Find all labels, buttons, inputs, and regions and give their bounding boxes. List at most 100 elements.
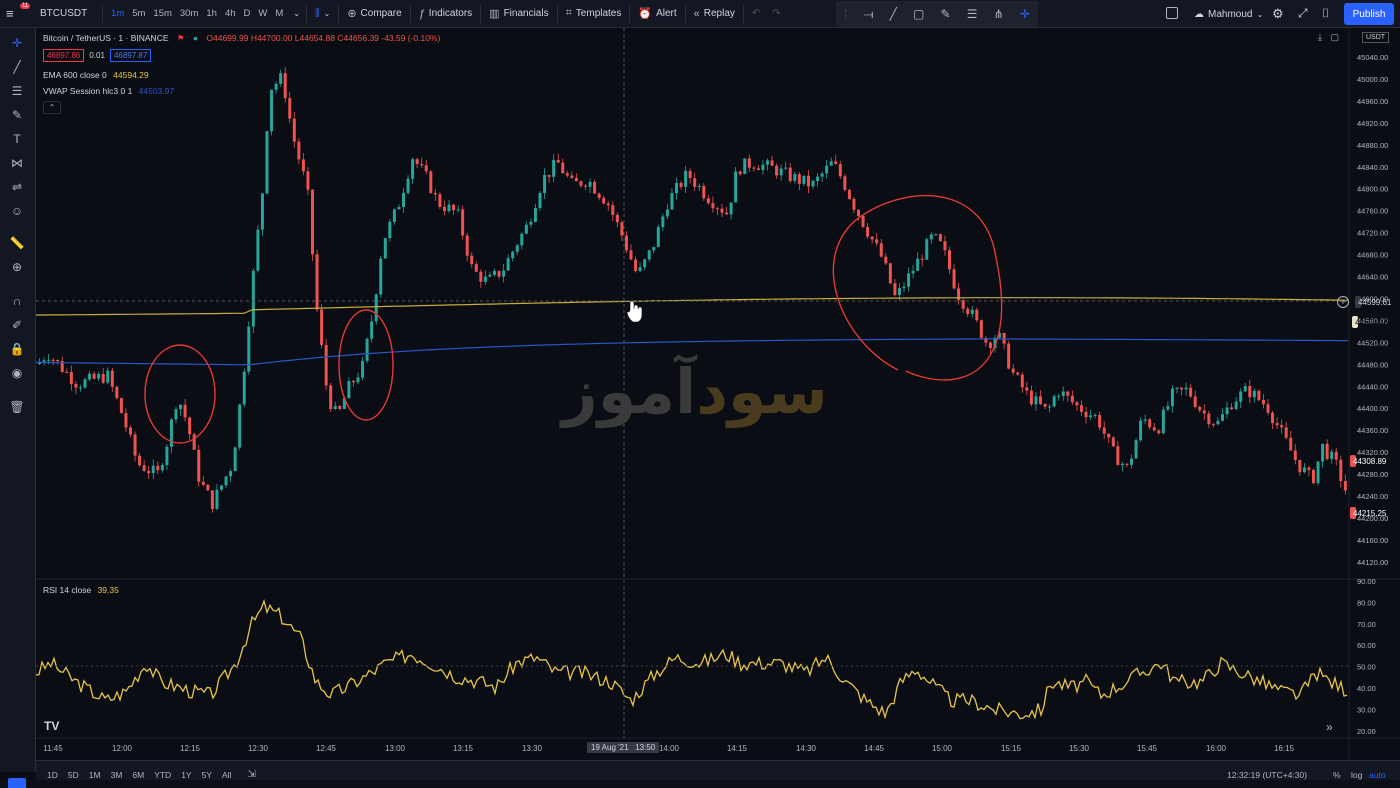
candle-body bbox=[288, 98, 292, 119]
chart-area[interactable]: 45040.00 45000.00 44960.00 44920.00 44880.00… bbox=[36, 28, 1400, 760]
replay-button[interactable]: «Replay bbox=[688, 0, 741, 28]
undo-button[interactable]: ↶ bbox=[746, 0, 766, 28]
timeframe-30m[interactable]: 30m bbox=[179, 8, 199, 19]
layout-toggle[interactable] bbox=[1166, 7, 1178, 19]
eye-icon[interactable]: ◉ bbox=[11, 366, 23, 380]
range-3M[interactable]: 3M bbox=[110, 769, 123, 780]
timeframe-5m[interactable]: 5m bbox=[132, 8, 146, 19]
chevron-down-icon[interactable]: ⌄ bbox=[293, 9, 300, 18]
divider bbox=[102, 4, 103, 23]
timeframe-1m[interactable]: 1m bbox=[111, 8, 125, 19]
timeframe-4h[interactable]: 4h bbox=[224, 8, 236, 19]
candle-body bbox=[1089, 415, 1093, 418]
rsi-legend[interactable]: RSI 14 close 39.35 bbox=[43, 585, 119, 595]
candle-body bbox=[1298, 459, 1302, 473]
rectangle-icon[interactable]: ▢ bbox=[913, 7, 925, 21]
magnet-icon[interactable]: ∩ bbox=[12, 294, 22, 308]
sidebar-toggle-icon[interactable] bbox=[8, 778, 26, 788]
candle-body bbox=[56, 359, 60, 362]
candle-body bbox=[506, 258, 510, 271]
price-tick-label: 44240.00 bbox=[1357, 492, 1388, 501]
download-icon[interactable]: ⤓ bbox=[1318, 32, 1322, 42]
candle-body bbox=[1343, 481, 1347, 491]
range-5D[interactable]: 5D bbox=[67, 769, 79, 780]
scroll-right-icon[interactable]: » bbox=[1326, 720, 1333, 734]
range-6M[interactable]: 6M bbox=[132, 769, 145, 780]
range-All[interactable]: All bbox=[222, 769, 232, 780]
brush-icon[interactable]: ✎ bbox=[940, 7, 951, 21]
trend-line-icon[interactable]: ╱ bbox=[889, 7, 897, 21]
trash-icon[interactable]: 🗑 bbox=[9, 400, 25, 414]
range-1D[interactable]: 1D bbox=[47, 769, 58, 780]
candle-body bbox=[629, 250, 633, 260]
candle-body bbox=[1198, 406, 1202, 411]
price-tick-label: 44960.00 bbox=[1357, 97, 1388, 106]
maximize-icon[interactable]: ▢ bbox=[1330, 32, 1340, 42]
lock-icon[interactable]: 🔒 bbox=[9, 342, 25, 356]
candle-body bbox=[1107, 433, 1111, 438]
vwap-legend[interactable]: VWAP Session hlc3 0 1 44503.97 bbox=[43, 86, 174, 96]
percent-toggle[interactable]: % bbox=[1333, 769, 1341, 780]
stay-drawing-icon[interactable]: ✐ bbox=[11, 318, 23, 332]
ema-legend[interactable]: EMA 600 close 0 44594.29 bbox=[43, 70, 149, 80]
candle-body bbox=[483, 276, 487, 282]
buy-button[interactable]: 46897.87 bbox=[109, 49, 152, 62]
log-toggle[interactable]: log bbox=[1351, 769, 1363, 780]
emoji-tool-icon[interactable]: ☺ bbox=[10, 204, 24, 218]
trend-line-tool-icon[interactable]: ╱ bbox=[13, 60, 21, 74]
date-range-icon[interactable]: ⇲ bbox=[247, 769, 256, 780]
camera-icon[interactable]: ⌷ bbox=[1322, 6, 1330, 20]
range-1M[interactable]: 1M bbox=[88, 769, 101, 780]
crosshair-tool-icon[interactable]: ✛ bbox=[11, 36, 23, 50]
sell-button[interactable]: 46897.86 bbox=[43, 49, 85, 62]
timeframe-W[interactable]: W bbox=[258, 8, 268, 19]
text-tool-icon[interactable]: T bbox=[13, 132, 21, 146]
chart-type-button[interactable]: ⫼ ⌄ bbox=[309, 0, 336, 28]
symbol-search[interactable]: BTCUSDT bbox=[34, 0, 100, 28]
templates-icon: ⌗ bbox=[565, 7, 572, 19]
tradingview-logo[interactable]: TV bbox=[44, 719, 59, 733]
drag-handle-icon[interactable]: ⁞ bbox=[844, 7, 848, 21]
pitchfork-icon[interactable]: ⋔ bbox=[993, 7, 1004, 21]
price-tick-label: 44320.00 bbox=[1357, 448, 1388, 457]
brush-tool-icon[interactable]: ✎ bbox=[11, 108, 23, 122]
add-alert-plus-icon[interactable]: + bbox=[1337, 296, 1349, 308]
fib-icon[interactable]: ☰ bbox=[966, 7, 978, 21]
timeframe-D[interactable]: D bbox=[243, 8, 251, 19]
zoom-in-icon[interactable]: ⊕ bbox=[11, 260, 23, 274]
ruler-icon[interactable]: 📏 bbox=[9, 236, 25, 250]
fib-tool-icon[interactable]: ☰ bbox=[11, 84, 23, 98]
collapse-legend-button[interactable]: ⌃ bbox=[43, 101, 61, 114]
timeframe-15m[interactable]: 15m bbox=[153, 8, 172, 19]
timeframe-group: 1m 5m 15m 30m 1h 4h D W M bbox=[105, 0, 289, 28]
auto-toggle[interactable]: auto bbox=[1369, 769, 1386, 780]
fullscreen-icon[interactable]: ⤢ bbox=[1298, 6, 1308, 20]
currency-label[interactable]: USDT bbox=[1362, 32, 1390, 43]
range-1Y[interactable]: 1Y bbox=[181, 769, 192, 780]
prediction-tool-icon[interactable]: ⇌ bbox=[11, 180, 23, 194]
timeframe-1h[interactable]: 1h bbox=[206, 8, 217, 19]
candle-body bbox=[1166, 406, 1170, 410]
flag-icon[interactable]: ⚑ bbox=[176, 33, 185, 43]
templates-button[interactable]: ⌗ Templates bbox=[560, 0, 628, 28]
candle-body bbox=[356, 377, 360, 383]
candle-body bbox=[970, 309, 974, 314]
redo-button[interactable]: ↷ bbox=[766, 0, 786, 28]
horizontal-line-icon[interactable]: ⟞ bbox=[863, 6, 874, 21]
alert-button[interactable]: ⏰ Alert bbox=[632, 0, 682, 28]
indicators-button[interactable]: ƒ Indicators bbox=[413, 0, 478, 28]
financials-button[interactable]: ▥ Financials bbox=[483, 0, 554, 28]
clock-label[interactable]: 12:32:19 (UTC+4:30) bbox=[1227, 769, 1308, 780]
publish-button[interactable]: Publish bbox=[1344, 3, 1394, 25]
range-YTD[interactable]: YTD bbox=[154, 769, 172, 780]
compare-button[interactable]: ⊕ Compare bbox=[341, 0, 407, 28]
candle-body bbox=[247, 326, 251, 372]
menu-button[interactable]: ≡ 11 bbox=[0, 0, 34, 28]
crosshair-icon[interactable]: ✛ bbox=[1019, 7, 1030, 21]
candle-body bbox=[1271, 412, 1275, 424]
range-5Y[interactable]: 5Y bbox=[201, 769, 212, 780]
pattern-tool-icon[interactable]: ⋈ bbox=[11, 156, 23, 170]
user-menu[interactable]: ☁ Mahmoud ⌄ bbox=[1188, 0, 1269, 28]
gear-icon[interactable]: ⚙ bbox=[1272, 6, 1284, 21]
timeframe-M[interactable]: M bbox=[275, 8, 284, 19]
